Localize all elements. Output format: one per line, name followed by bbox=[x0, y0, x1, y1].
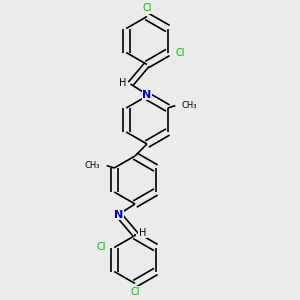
Text: Cl: Cl bbox=[176, 47, 185, 58]
Text: CH₃: CH₃ bbox=[182, 101, 197, 110]
Text: H: H bbox=[119, 77, 127, 88]
Text: Cl: Cl bbox=[142, 3, 152, 13]
Text: N: N bbox=[142, 89, 152, 100]
Text: H: H bbox=[139, 227, 146, 238]
Text: N: N bbox=[114, 209, 123, 220]
Text: CH₃: CH₃ bbox=[85, 161, 100, 170]
Text: Cl: Cl bbox=[130, 287, 140, 297]
Text: Cl: Cl bbox=[97, 242, 106, 253]
